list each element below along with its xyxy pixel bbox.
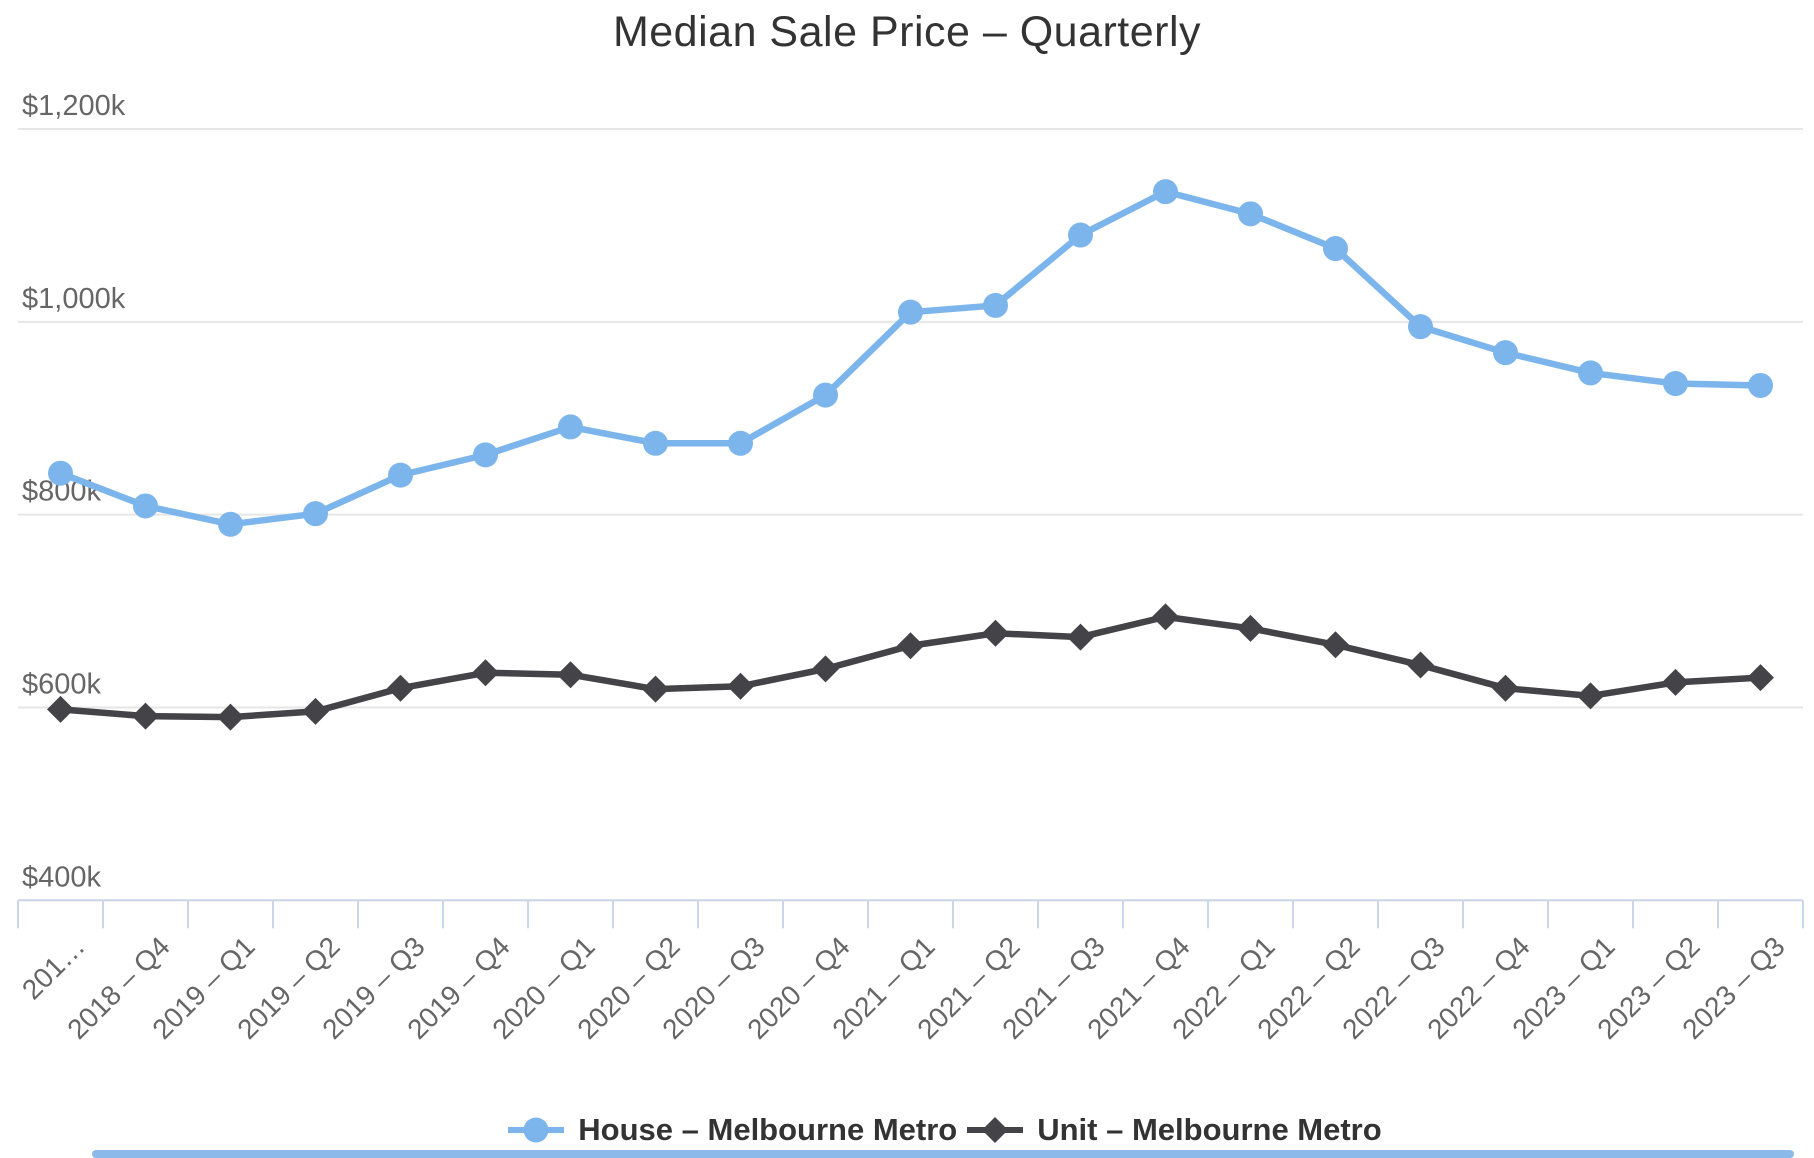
- unit-point-12[interactable]: [1067, 623, 1094, 651]
- house-point-6[interactable]: [558, 414, 583, 440]
- unit-point-19[interactable]: [1662, 668, 1689, 696]
- legend-item-unit[interactable]: Unit – Melbourne Metro: [967, 1112, 1382, 1148]
- house-point-13[interactable]: [1153, 179, 1178, 205]
- house-point-10[interactable]: [898, 299, 923, 325]
- unit-point-5[interactable]: [472, 659, 499, 687]
- house-point-14[interactable]: [1238, 201, 1263, 227]
- house-point-19[interactable]: [1663, 371, 1688, 397]
- chart-title: Median Sale Price – Quarterly: [612, 8, 1202, 56]
- y-axis-label: $600k: [22, 668, 102, 700]
- unit-point-8[interactable]: [727, 672, 754, 700]
- unit-point-7[interactable]: [642, 675, 669, 703]
- unit-point-14[interactable]: [1237, 614, 1264, 642]
- legend-marker-circle-icon: [508, 1117, 565, 1143]
- house-point-5[interactable]: [473, 442, 498, 468]
- y-axis-label: $1,000k: [22, 283, 126, 315]
- unit-point-4[interactable]: [387, 674, 414, 702]
- house-point-1[interactable]: [133, 493, 158, 519]
- house-point-9[interactable]: [813, 382, 838, 408]
- legend-marker-diamond-icon: [967, 1117, 1024, 1143]
- x-axis-label: 201…: [16, 931, 91, 1006]
- unit-point-15[interactable]: [1322, 631, 1349, 659]
- unit-point-10[interactable]: [897, 632, 924, 660]
- y-axis-label: $1,200k: [22, 90, 126, 122]
- house-point-17[interactable]: [1493, 340, 1518, 366]
- house-point-0[interactable]: [48, 460, 73, 486]
- house-point-7[interactable]: [643, 430, 668, 456]
- legend: House – Melbourne Metro Unit – Melbourne …: [38, 1112, 1814, 1148]
- house-point-3[interactable]: [303, 501, 328, 527]
- unit-point-0[interactable]: [47, 695, 74, 723]
- unit-point-1[interactable]: [132, 702, 159, 730]
- unit-point-16[interactable]: [1407, 651, 1434, 679]
- unit-point-18[interactable]: [1577, 682, 1604, 710]
- unit-point-6[interactable]: [557, 661, 584, 689]
- legend-item-house[interactable]: House – Melbourne Metro: [508, 1112, 957, 1148]
- house-point-15[interactable]: [1323, 236, 1348, 262]
- unit-point-11[interactable]: [982, 619, 1009, 647]
- unit-point-17[interactable]: [1492, 674, 1519, 702]
- y-axis-label: $400k: [22, 861, 102, 893]
- bottom-accent-bar: [92, 1150, 1794, 1158]
- house-point-20[interactable]: [1748, 372, 1773, 398]
- legend-label-unit: Unit – Melbourne Metro: [1037, 1112, 1382, 1147]
- house-point-8[interactable]: [728, 430, 753, 456]
- unit-point-9[interactable]: [812, 655, 839, 683]
- house-point-12[interactable]: [1068, 222, 1093, 248]
- unit-point-3[interactable]: [302, 697, 329, 725]
- unit-point-20[interactable]: [1747, 664, 1774, 692]
- unit-point-13[interactable]: [1152, 603, 1179, 631]
- house-point-18[interactable]: [1578, 360, 1603, 386]
- house-point-2[interactable]: [218, 511, 243, 537]
- house-point-16[interactable]: [1408, 314, 1433, 340]
- legend-label-house: House – Melbourne Metro: [578, 1112, 958, 1147]
- house-point-11[interactable]: [983, 292, 1008, 318]
- house-point-4[interactable]: [388, 462, 413, 488]
- unit-point-2[interactable]: [217, 703, 244, 731]
